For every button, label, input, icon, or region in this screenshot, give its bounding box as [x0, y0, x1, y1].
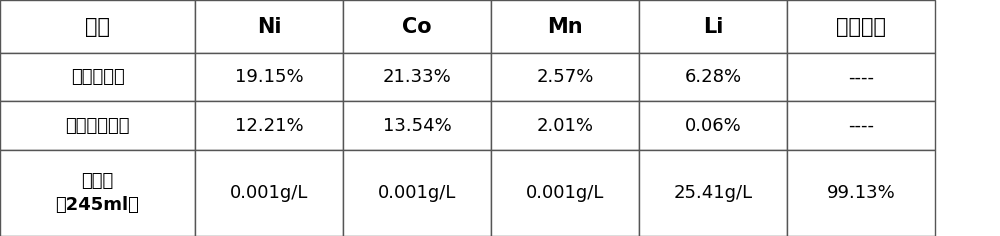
- Bar: [491, 150, 639, 236]
- Bar: [0, 150, 195, 236]
- Bar: [639, 0, 787, 53]
- Bar: [639, 53, 787, 101]
- Text: 0.001g/L: 0.001g/L: [230, 184, 308, 202]
- Text: 0.001g/L: 0.001g/L: [378, 184, 456, 202]
- Bar: [343, 0, 491, 53]
- Text: 13.54%: 13.54%: [383, 117, 451, 135]
- Text: Ni: Ni: [257, 17, 281, 37]
- Text: 99.13%: 99.13%: [827, 184, 895, 202]
- Bar: [639, 101, 787, 150]
- Bar: [787, 0, 935, 53]
- Bar: [491, 101, 639, 150]
- Text: 原料中含量: 原料中含量: [71, 68, 124, 86]
- Text: 12.21%: 12.21%: [235, 117, 303, 135]
- Text: 2.01%: 2.01%: [536, 117, 594, 135]
- Text: ----: ----: [848, 117, 874, 135]
- Bar: [343, 150, 491, 236]
- Text: 19.15%: 19.15%: [235, 68, 303, 86]
- Text: 水溶液
（245ml）: 水溶液 （245ml）: [56, 172, 139, 214]
- Bar: [0, 101, 195, 150]
- Text: 锂浸出率: 锂浸出率: [836, 17, 886, 37]
- Text: 元素: 元素: [85, 17, 110, 37]
- Bar: [0, 53, 195, 101]
- Text: 21.33%: 21.33%: [383, 68, 451, 86]
- Text: Mn: Mn: [547, 17, 583, 37]
- Bar: [343, 53, 491, 101]
- Bar: [195, 0, 343, 53]
- Text: Co: Co: [402, 17, 432, 37]
- Text: 25.41g/L: 25.41g/L: [673, 184, 753, 202]
- Bar: [787, 101, 935, 150]
- Text: 0.06%: 0.06%: [685, 117, 741, 135]
- Bar: [639, 150, 787, 236]
- Bar: [787, 53, 935, 101]
- Bar: [195, 53, 343, 101]
- Bar: [195, 101, 343, 150]
- Bar: [787, 150, 935, 236]
- Text: 2.57%: 2.57%: [536, 68, 594, 86]
- Bar: [0, 0, 195, 53]
- Bar: [195, 150, 343, 236]
- Bar: [491, 53, 639, 101]
- Bar: [491, 0, 639, 53]
- Bar: [343, 101, 491, 150]
- Text: 无氧煛烧后料: 无氧煛烧后料: [65, 117, 130, 135]
- Text: ----: ----: [848, 68, 874, 86]
- Text: 6.28%: 6.28%: [684, 68, 742, 86]
- Text: 0.001g/L: 0.001g/L: [526, 184, 604, 202]
- Text: Li: Li: [703, 17, 723, 37]
